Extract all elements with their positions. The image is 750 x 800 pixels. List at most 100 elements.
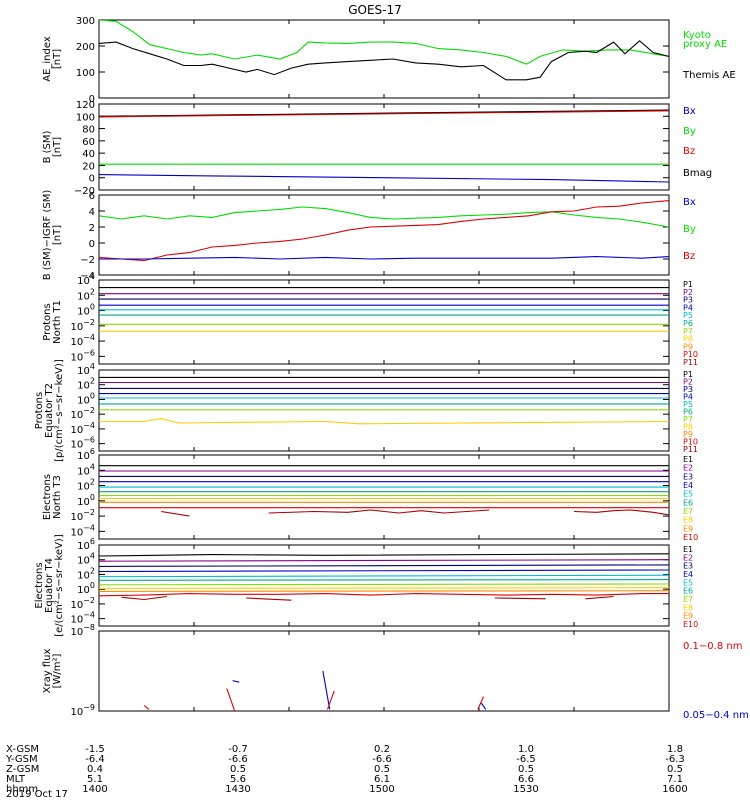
x-axis-value: -6.3	[665, 754, 685, 765]
y-tick-label: 200	[76, 42, 95, 53]
panel-frame	[98, 279, 670, 365]
y-tick-label: 100	[77, 581, 95, 596]
y-tick-label: 10−6	[70, 436, 95, 451]
y-axis-label: AE_index	[42, 36, 53, 82]
legend-label: E9	[683, 612, 693, 621]
legend-label: Bz	[683, 146, 695, 157]
x-axis-value: 1500	[369, 784, 394, 795]
series-segment	[573, 509, 669, 516]
legend-label: E8	[683, 516, 693, 525]
panel-frame	[98, 103, 670, 191]
series-e6	[99, 579, 669, 581]
series-e10	[99, 593, 669, 597]
legend-label: E5	[683, 490, 693, 499]
y-tick-label: 102	[77, 478, 95, 493]
legend-label: 0.1−0.8 nm	[683, 641, 742, 652]
y-axis-label: B (SM)	[42, 130, 53, 163]
y-tick-label: 100	[77, 303, 95, 318]
series-bx	[99, 256, 669, 260]
legend-label: P6	[683, 408, 693, 417]
y-tick-label: 10−2	[70, 596, 95, 611]
y-tick-label: 100	[77, 391, 95, 406]
legend-label: P7	[683, 327, 693, 336]
y-tick-label: 300	[76, 16, 95, 27]
y-tick-label: 10−9	[70, 703, 95, 718]
y-tick-label: 10−2	[70, 508, 95, 523]
legend-label: Kyoto	[683, 30, 711, 41]
y-axis-label: B (SM)−IGRF (SM)	[42, 190, 53, 281]
legend-label: 0.05−0.4 nm	[683, 710, 749, 721]
y-tick-label: −4	[80, 271, 95, 282]
legend-label: P9	[683, 342, 693, 351]
legend-label: P6	[683, 319, 693, 328]
x-axis-value: -6.6	[228, 754, 248, 765]
legend-label: E1	[683, 455, 693, 464]
legend-label: proxy AE	[683, 39, 727, 50]
chart-title: GOES-17	[348, 3, 402, 17]
y-axis-label: Protons	[34, 392, 45, 429]
y-axis-label: Protons	[42, 303, 53, 340]
series-e4	[99, 569, 669, 573]
legend-label: P7	[683, 415, 693, 424]
legend-label: E10	[683, 533, 698, 542]
plot-area	[99, 109, 669, 183]
x-axis-value: 1430	[225, 784, 250, 795]
series-bmag	[99, 109, 669, 117]
y-axis-label: Xray flux	[42, 649, 53, 694]
plot-area	[99, 376, 669, 425]
series-segment	[226, 688, 236, 711]
series-e2	[99, 559, 669, 562]
legend-label: P1	[683, 370, 693, 379]
y-axis-label: North T3	[52, 475, 63, 519]
series-e3	[99, 564, 669, 567]
series-segment	[268, 509, 490, 514]
legend-label: P9	[683, 430, 693, 439]
y-tick-label: 106	[77, 447, 95, 462]
legend-label: P2	[683, 288, 693, 297]
y-tick-label: 100	[76, 112, 95, 123]
y-tick-label: −2	[80, 255, 95, 266]
x-row-label: 2019 Oct 17	[6, 789, 68, 800]
series-kyoto	[99, 20, 669, 65]
panel-8: 10−8 10−9 Xray flux [W/m²] 0.1−0.8 nm 0.05−0.…	[42, 623, 749, 721]
x-axis-value: -6.4	[85, 754, 105, 765]
x-row-label: MLT	[6, 774, 26, 785]
legend-label: Bx	[683, 197, 696, 208]
x-axis-value: 0.5	[230, 764, 246, 775]
y-tick-label: 100	[77, 493, 95, 508]
y-axis-label: Equator T2	[44, 383, 55, 438]
x-axis-value: -6.5	[516, 754, 536, 765]
y-tick-label: 60	[82, 137, 95, 148]
legend-label: Bmag	[683, 168, 712, 179]
series-e1	[99, 553, 669, 557]
legend-label: P2	[683, 378, 693, 387]
series-segment	[143, 704, 150, 710]
x-axis-value: 1400	[82, 784, 107, 795]
y-axis-label: Equator T4	[44, 558, 55, 613]
y-axis-label: [nT]	[52, 49, 63, 69]
legend-label: P3	[683, 296, 693, 305]
series-segment	[161, 510, 190, 517]
y-tick-label: 104	[77, 362, 95, 377]
plot-area	[99, 465, 669, 517]
legend-label: P8	[683, 335, 693, 344]
legend-label: E7	[683, 507, 693, 516]
plot-area	[143, 670, 487, 711]
series-bz	[99, 110, 669, 118]
legend-label: E6	[683, 498, 693, 507]
series-segment	[585, 595, 614, 600]
y-tick-label: 0	[89, 174, 95, 185]
legend-label: E5	[683, 578, 693, 587]
x-axis-value: 0.5	[374, 764, 390, 775]
legend-label: E9	[683, 524, 693, 533]
y-tick-label: 100	[76, 68, 95, 79]
x-axis-value: -6.6	[372, 754, 392, 765]
series-segment	[232, 680, 240, 683]
plot-area	[99, 20, 669, 81]
x-axis-value: 1530	[513, 784, 538, 795]
legend-label: P10	[683, 350, 698, 359]
series-segment	[480, 702, 487, 710]
